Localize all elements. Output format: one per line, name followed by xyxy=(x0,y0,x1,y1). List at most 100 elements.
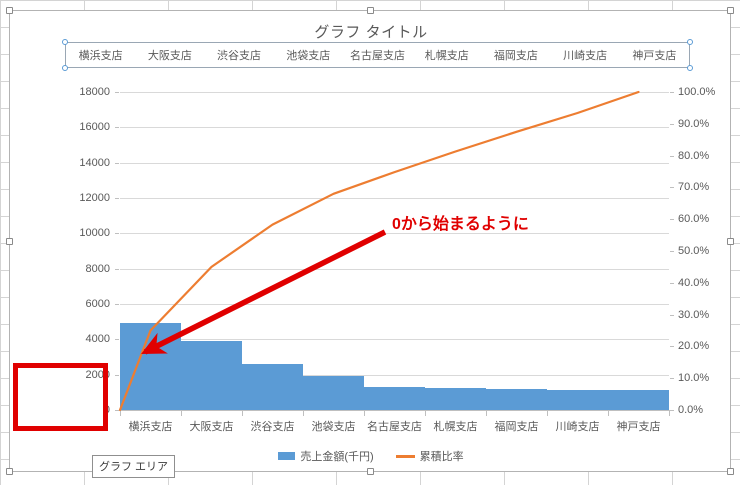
category-label: 札幌支店 xyxy=(433,421,478,433)
selection-handle-n[interactable] xyxy=(367,7,374,14)
category-axis-tick xyxy=(669,410,670,416)
category-axis-tick xyxy=(242,410,243,416)
category-axis-line xyxy=(120,410,669,411)
value-axis-label-right: 0.0% xyxy=(678,404,704,416)
gridline xyxy=(120,304,669,305)
axis-handle-top-left[interactable] xyxy=(62,39,68,45)
secondary-category-axis-labels: 横浜支店 大阪支店 渋谷支店 池袋支店 名古屋支店 札幌支店 福岡支店 川崎支店 神戸支店 xyxy=(66,43,689,67)
secondary-value-axis-tick xyxy=(670,283,674,284)
value-axis-label-right: 80.0% xyxy=(678,150,710,162)
value-axis-label-right: 90.0% xyxy=(678,118,710,130)
chart-legend[interactable]: 売上金額(千円) 累積比率 xyxy=(10,448,732,464)
category-label: 神戸支店 xyxy=(616,421,661,433)
value-axis-tick xyxy=(115,269,119,270)
legend-item[interactable]: 売上金額(千円) xyxy=(278,448,374,464)
legend-label: 売上金額(千円) xyxy=(300,451,374,463)
annotation-note-text: 0から始まるように xyxy=(392,216,529,233)
secondary-category-label: 神戸支店 xyxy=(632,50,677,62)
category-label: 名古屋支店 xyxy=(367,421,422,433)
value-axis-label-left: 6000 xyxy=(85,298,110,310)
category-axis-tick xyxy=(608,410,609,416)
value-axis-tick xyxy=(115,198,119,199)
highlight-rectangle-annotation xyxy=(13,363,108,431)
secondary-value-axis-tick xyxy=(670,187,674,188)
gridline xyxy=(120,269,669,270)
secondary-value-axis-tick xyxy=(670,156,674,157)
category-label: 横浜支店 xyxy=(128,421,173,433)
selection-handle-nw[interactable] xyxy=(6,7,13,14)
category-axis-tick xyxy=(120,410,121,416)
secondary-value-axis-tick xyxy=(670,315,674,316)
value-axis-label-right: 100.0% xyxy=(678,86,716,98)
category-axis-tick xyxy=(364,410,365,416)
axis-handle-top-right[interactable] xyxy=(687,39,693,45)
grid-column-line xyxy=(0,0,1,485)
value-axis-label-left: 14000 xyxy=(79,157,110,169)
secondary-category-label: 札幌支店 xyxy=(424,50,469,62)
secondary-category-label: 福岡支店 xyxy=(493,50,538,62)
value-axis-tick xyxy=(115,233,119,234)
gridline xyxy=(120,233,669,234)
gridline xyxy=(120,375,669,376)
category-label: 大阪支店 xyxy=(189,421,234,433)
secondary-value-axis-tick xyxy=(670,92,674,93)
value-axis-label-left: 8000 xyxy=(85,263,110,275)
value-axis-label-right: 70.0% xyxy=(678,181,710,193)
secondary-value-axis-tick xyxy=(670,251,674,252)
value-axis-label-right: 10.0% xyxy=(678,372,710,384)
value-axis-label-right: 60.0% xyxy=(678,213,710,225)
legend-swatch-bar-icon xyxy=(278,452,296,460)
value-axis-label-left: 12000 xyxy=(79,192,110,204)
category-axis-tick xyxy=(181,410,182,416)
value-axis-tick xyxy=(115,127,119,128)
selection-handle-s[interactable] xyxy=(367,468,374,475)
bar[interactable] xyxy=(547,390,608,410)
category-axis-tick xyxy=(486,410,487,416)
chart-object[interactable]: グラフ タイトル 0 2000 4000 6000 8000 10000 12000 1400… xyxy=(6,7,734,475)
value-axis-label-right: 30.0% xyxy=(678,309,710,321)
grid-row-line xyxy=(0,0,740,1)
bar[interactable] xyxy=(242,364,303,410)
axis-handle-bottom-right[interactable] xyxy=(687,65,693,71)
secondary-category-label: 池袋支店 xyxy=(286,50,331,62)
value-axis-tick xyxy=(115,410,119,411)
legend-swatch-line-icon xyxy=(395,454,415,458)
category-axis-tick xyxy=(547,410,548,416)
category-label: 渋谷支店 xyxy=(250,421,295,433)
secondary-value-axis-tick xyxy=(670,219,674,220)
gridline xyxy=(120,339,669,340)
secondary-value-axis-tick xyxy=(670,124,674,125)
bar[interactable] xyxy=(303,376,364,410)
bar[interactable] xyxy=(425,388,486,410)
secondary-category-label: 渋谷支店 xyxy=(217,50,262,62)
value-axis-label-left: 10000 xyxy=(79,227,110,239)
value-axis-label-left: 4000 xyxy=(85,333,110,345)
secondary-category-axis[interactable]: 横浜支店 大阪支店 渋谷支店 池袋支店 名古屋支店 札幌支店 福岡支店 川崎支店 神戸支店 xyxy=(62,39,693,71)
category-axis-tick xyxy=(425,410,426,416)
value-axis-tick xyxy=(115,339,119,340)
legend-label: 累積比率 xyxy=(419,451,464,463)
value-axis-label-left: 16000 xyxy=(79,121,110,133)
gridline xyxy=(120,163,669,164)
category-label: 福岡支店 xyxy=(494,421,539,433)
line-series-cumulative-ratio[interactable] xyxy=(10,11,732,473)
category-axis-tick xyxy=(303,410,304,416)
value-axis-label-right: 40.0% xyxy=(678,277,710,289)
bar[interactable] xyxy=(364,387,425,410)
legend-item[interactable]: 累積比率 xyxy=(395,448,464,464)
selection-handle-ne[interactable] xyxy=(727,7,734,14)
selection-handle-w[interactable] xyxy=(6,238,13,245)
value-axis-tick xyxy=(115,163,119,164)
selection-handle-sw[interactable] xyxy=(6,468,13,475)
bar[interactable] xyxy=(486,389,547,410)
chart-title[interactable]: グラフ タイトル xyxy=(314,24,428,41)
bar[interactable] xyxy=(608,390,669,410)
gridline xyxy=(120,92,669,93)
secondary-category-label: 横浜支店 xyxy=(78,50,123,62)
value-axis-label-right: 50.0% xyxy=(678,245,710,257)
category-axis[interactable]: 横浜支店 大阪支店 渋谷支店 池袋支店 名古屋支店 札幌支店 福岡支店 川崎支店 神戸支店 xyxy=(120,418,669,434)
axis-handle-bottom-left[interactable] xyxy=(62,65,68,71)
selection-handle-e[interactable] xyxy=(727,238,734,245)
selection-handle-se[interactable] xyxy=(727,468,734,475)
chart-plot-area[interactable]: グラフ タイトル 0 2000 4000 6000 8000 10000 12000 1400… xyxy=(10,11,732,473)
